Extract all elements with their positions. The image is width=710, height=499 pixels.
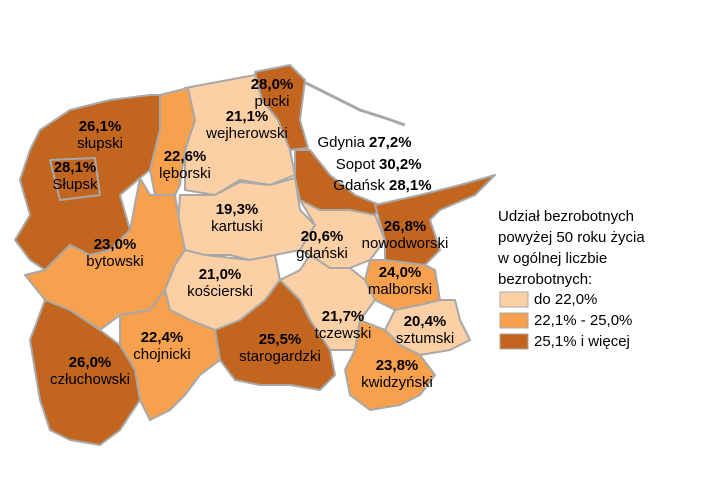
county-area — [344, 319, 436, 411]
legend-title: powyżej 50 roku życia — [498, 229, 645, 246]
city-value: 28,1% — [389, 177, 432, 194]
region-name: nowodworski — [362, 235, 449, 252]
legend-swatch — [499, 333, 529, 350]
region-value: 20,4% — [404, 313, 447, 330]
legend-label: do 22,0% — [534, 291, 597, 308]
legend-label: 25,1% i więcej — [534, 333, 630, 350]
region-value: 21,0% — [199, 266, 242, 283]
region-value: 26,0% — [69, 354, 112, 371]
city-name: Gdańsk — [333, 177, 385, 194]
region-value: 21,1% — [226, 108, 269, 125]
region-value: 23,8% — [376, 357, 419, 374]
legend-swatch — [499, 312, 529, 329]
city-name: Gdynia — [317, 134, 365, 151]
region-name: Słupsk — [52, 176, 98, 193]
region-name: pucki — [254, 93, 289, 110]
region-name: słupski — [77, 135, 123, 152]
region-name: gdański — [296, 245, 348, 262]
region-value: 22,6% — [164, 148, 207, 165]
region-value: 26,1% — [79, 118, 122, 135]
region-value: 28,0% — [251, 76, 294, 93]
region-name: lęborski — [159, 165, 211, 182]
city-area — [294, 149, 381, 216]
region-name: kościerski — [187, 283, 253, 300]
legend-swatch — [499, 291, 529, 308]
region-name: wejherowski — [205, 125, 288, 142]
county-area — [29, 299, 141, 446]
region-value: 23,0% — [94, 236, 137, 253]
region-value: 22,4% — [141, 329, 184, 346]
legend-title: w ogólnej liczbie — [497, 250, 607, 267]
city-value: 30,2% — [379, 156, 422, 173]
county-area — [49, 157, 101, 201]
region-value: 28,1% — [54, 159, 97, 176]
county-area — [149, 87, 196, 196]
city-name: Sopot — [336, 156, 376, 173]
region-name: bytowski — [86, 253, 144, 270]
region-name: chojnicki — [133, 346, 191, 363]
region-name: człuchowski — [50, 371, 130, 388]
hel-peninsula — [299, 78, 406, 127]
region-value: 21,7% — [322, 308, 365, 325]
region-value: 24,0% — [379, 264, 422, 281]
legend-title: Udział bezrobotnych — [498, 208, 634, 225]
region-value: 20,6% — [301, 228, 344, 245]
region-name: kwidzyński — [361, 374, 433, 391]
region-name: kartuski — [211, 218, 263, 235]
region-name: starogardzki — [239, 348, 321, 365]
region-value: 26,8% — [384, 218, 427, 235]
legend-label: 22,1% - 25,0% — [534, 312, 632, 329]
region-name: malborski — [368, 281, 432, 298]
region-value: 25,5% — [259, 331, 302, 348]
city-value: 27,2% — [369, 134, 412, 151]
legend-title: bezrobotnych: — [498, 271, 592, 288]
region-name: tczewski — [315, 325, 372, 342]
region-value: 19,3% — [216, 201, 259, 218]
region-name: sztumski — [396, 330, 454, 347]
county-area — [214, 279, 336, 391]
